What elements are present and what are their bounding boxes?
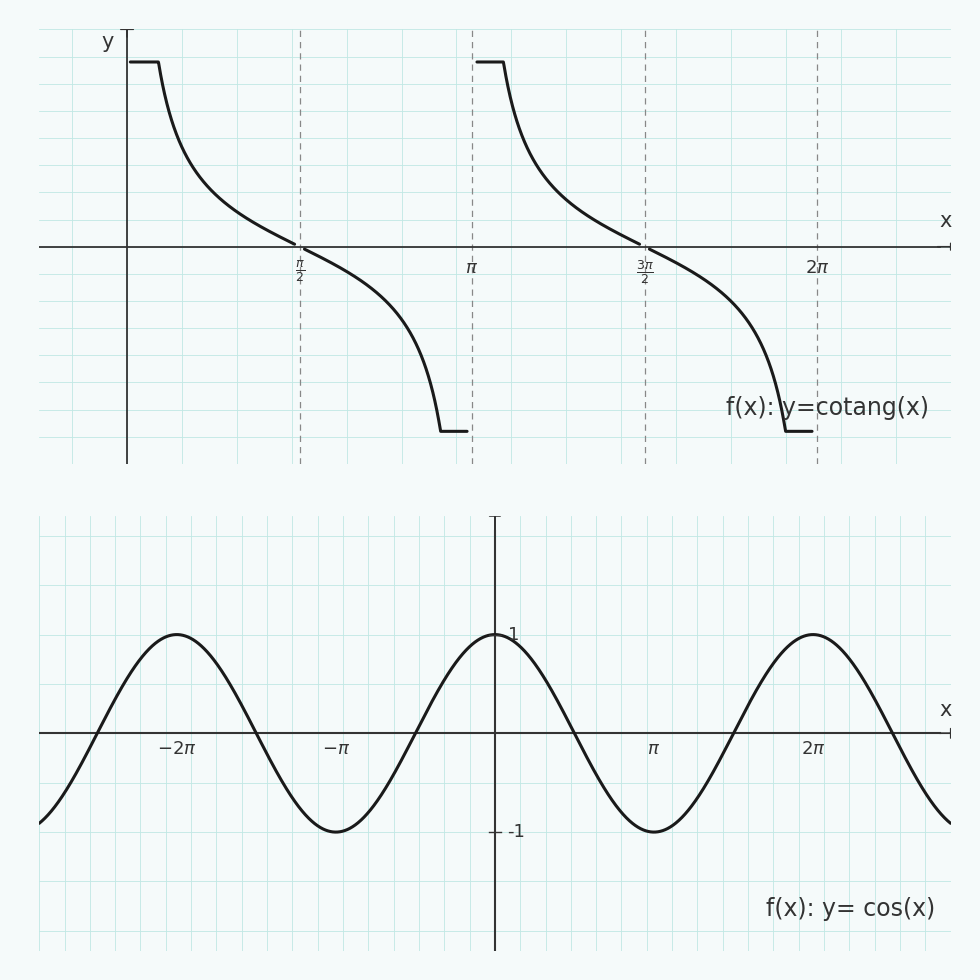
FancyArrow shape: [121, 22, 133, 37]
Text: x: x: [939, 212, 952, 231]
Text: x: x: [940, 701, 952, 720]
Text: $\pi$: $\pi$: [648, 740, 661, 759]
Text: f(x): y=cotang(x): f(x): y=cotang(x): [725, 397, 929, 420]
FancyArrow shape: [940, 728, 961, 738]
Text: $\frac{\pi}{2}$: $\frac{\pi}{2}$: [295, 259, 305, 284]
Text: $\frac{3\pi}{2}$: $\frac{3\pi}{2}$: [636, 259, 654, 286]
Text: -1: -1: [508, 823, 525, 841]
Text: 1: 1: [508, 625, 519, 644]
Text: $-\pi$: $-\pi$: [321, 740, 350, 759]
Text: $\pi$: $\pi$: [466, 259, 478, 276]
Text: y: y: [101, 32, 114, 52]
Text: $2\pi$: $2\pi$: [801, 740, 825, 759]
Text: f(x): y= cos(x): f(x): y= cos(x): [766, 897, 935, 921]
FancyArrow shape: [938, 243, 963, 250]
Text: $-2\pi$: $-2\pi$: [157, 740, 197, 759]
FancyArrow shape: [489, 498, 501, 534]
Text: $2\pi$: $2\pi$: [805, 259, 829, 276]
